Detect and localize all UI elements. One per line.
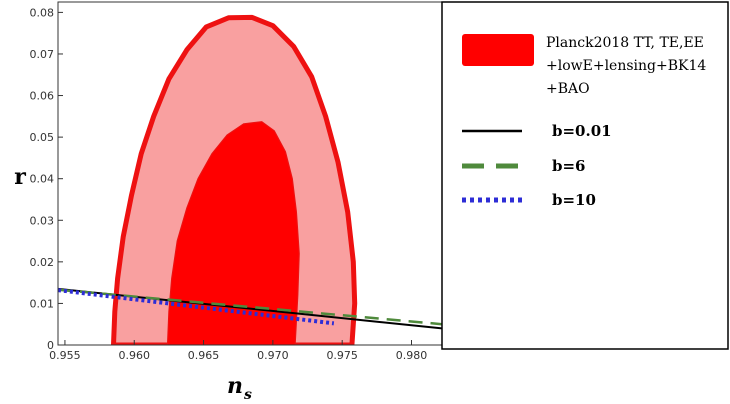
x-tick-label: 0.960 <box>118 349 150 362</box>
legend-label-b-10: b=10 <box>552 191 596 209</box>
contour-68-inner <box>166 121 300 345</box>
line-layer <box>58 287 442 330</box>
legend: Planck2018 TT, TE,EE +lowE+lensing+BK14 … <box>441 1 729 350</box>
y-tick-label: 0.08 <box>30 6 55 19</box>
x-tick-label: 0.980 <box>396 349 428 362</box>
x-tick-label: 0.955 <box>49 349 81 362</box>
y-tick-label: 0 <box>47 339 54 352</box>
x-axis-title: n <box>227 373 243 399</box>
y-tick-label: 0.03 <box>30 214 55 227</box>
y-tick-label: 0.05 <box>30 131 55 144</box>
series-line-b-10 <box>58 288 335 326</box>
contour-layer <box>111 14 358 345</box>
y-tick-label: 0.01 <box>30 297 55 310</box>
x-tick-label: 0.970 <box>257 349 289 362</box>
x-tick-label: 0.975 <box>326 349 358 362</box>
legend-label-planck-line-2: +lowE+lensing+BK14 <box>546 58 706 74</box>
y-tick-label: 0.02 <box>30 256 55 269</box>
legend-label-b-6: b=6 <box>552 157 586 175</box>
x-axis-title-subscript: s <box>244 387 252 403</box>
x-axis: 0.955 0.960 0.965 0.970 0.975 0.980 <box>49 340 427 362</box>
legend-label-b-001: b=0.01 <box>552 122 612 140</box>
series-line-b-6 <box>58 288 442 326</box>
y-axis-title: r <box>14 164 26 190</box>
y-tick-label: 0.04 <box>30 173 55 186</box>
legend-label-planck-line-1: Planck2018 TT, TE,EE <box>546 35 704 51</box>
series-line-b-001 <box>58 287 442 330</box>
y-axis: 0 0.01 0.02 0.03 0.04 0.05 0.06 0.07 0.08 <box>30 6 63 352</box>
y-tick-label: 0.06 <box>30 90 55 103</box>
legend-label-planck-line-3: +BAO <box>546 81 590 97</box>
x-tick-label: 0.965 <box>188 349 220 362</box>
y-tick-label: 0.07 <box>30 48 55 61</box>
legend-swatch-planck <box>462 34 534 66</box>
